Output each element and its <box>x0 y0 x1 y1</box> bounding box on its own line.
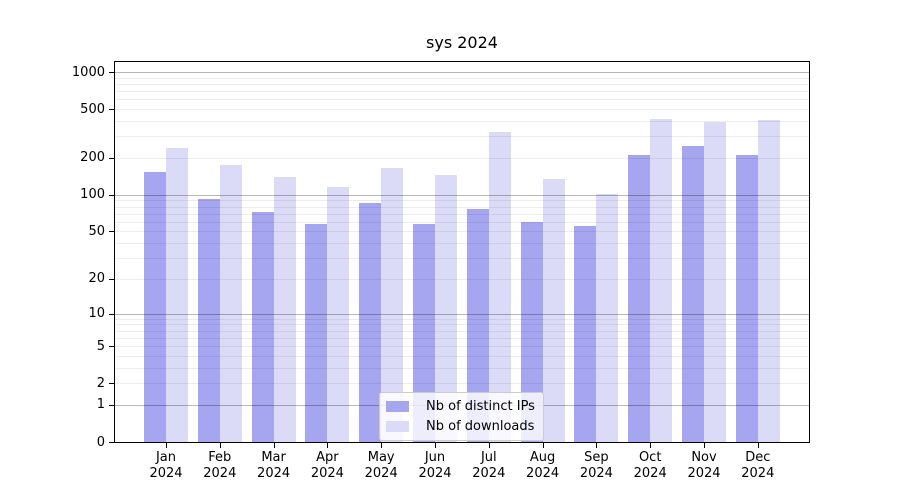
plot-area <box>114 61 810 443</box>
y-tick-mark <box>109 383 114 385</box>
x-tick-label: Nov 2024 <box>687 450 721 481</box>
x-tick-mark <box>488 443 490 448</box>
legend: Nb of distinct IPs Nb of downloads <box>379 392 544 441</box>
bar-may-ips <box>359 202 382 442</box>
x-tick-mark <box>219 443 221 448</box>
bar-may-downloads <box>381 167 404 442</box>
y-tick-mark <box>109 109 114 110</box>
bar-dec-downloads <box>757 120 780 442</box>
x-tick-label: Dec 2024 <box>741 450 775 481</box>
bar-jan-ips <box>144 171 166 442</box>
y-tick-label: 10 <box>88 306 105 322</box>
x-tick-label: May 2024 <box>364 450 398 481</box>
legend-label: Nb of distinct IPs <box>426 399 535 414</box>
legend-label: Nb of downloads <box>426 419 535 434</box>
y-tick-mark <box>109 72 114 73</box>
x-tick-label: Jan 2024 <box>149 450 183 481</box>
x-tick-label: Mar 2024 <box>257 450 291 481</box>
y-tick-mark <box>109 231 114 233</box>
bar-jul-downloads <box>488 132 511 442</box>
x-tick-mark <box>273 443 275 448</box>
x-tick-mark <box>650 443 652 448</box>
x-tick-mark <box>757 443 759 448</box>
y-tick-mark <box>109 404 114 406</box>
x-tick-label: Feb 2024 <box>203 450 237 481</box>
bar-jul-ips <box>466 209 489 442</box>
bar-sep-downloads <box>596 194 619 442</box>
bar-feb-downloads <box>219 164 242 442</box>
bar-apr-ips <box>305 223 328 442</box>
x-tick-mark <box>542 443 544 448</box>
bar-nov-ips <box>682 146 704 442</box>
bar-sep-ips <box>574 226 597 442</box>
x-tick-label: Jun 2024 <box>418 450 452 481</box>
x-tick-mark <box>435 443 436 448</box>
x-tick-label: Jul 2024 <box>472 450 506 481</box>
bars-layer <box>115 62 809 442</box>
bar-jun-ips <box>413 223 435 442</box>
chart-title: sys 2024 <box>426 33 498 52</box>
bar-oct-downloads <box>650 119 673 442</box>
y-tick-mark <box>109 157 114 159</box>
bar-mar-downloads <box>273 176 296 442</box>
bar-nov-downloads <box>704 121 726 442</box>
y-tick-label: 100 <box>80 187 105 203</box>
y-tick-label: 1000 <box>71 64 105 80</box>
x-tick-label: Aug 2024 <box>526 450 560 481</box>
legend-swatch-downloads <box>386 421 409 432</box>
bar-jun-downloads <box>435 175 457 442</box>
y-tick-label: 50 <box>88 223 105 239</box>
y-tick-mark <box>109 346 114 347</box>
legend-swatch-distinct-ips <box>386 401 409 412</box>
x-tick-mark <box>166 443 167 448</box>
bar-aug-ips <box>520 221 543 442</box>
x-tick-mark <box>596 443 598 448</box>
y-tick-label: 5 <box>96 338 105 354</box>
y-tick-mark <box>109 442 114 443</box>
y-tick-label: 0 <box>96 434 105 450</box>
x-tick-mark <box>381 443 383 448</box>
x-tick-mark <box>704 443 705 448</box>
y-tick-mark <box>109 194 114 196</box>
bar-apr-downloads <box>327 187 350 442</box>
bar-oct-ips <box>628 155 651 442</box>
legend-row: Nb of downloads <box>386 419 535 434</box>
bar-aug-downloads <box>542 179 565 442</box>
legend-row: Nb of distinct IPs <box>386 399 535 414</box>
y-tick-label: 20 <box>88 271 105 287</box>
bar-mar-ips <box>251 211 274 442</box>
bar-jan-downloads <box>166 148 188 442</box>
x-tick-label: Oct 2024 <box>633 450 667 481</box>
bar-dec-ips <box>735 154 758 442</box>
x-tick-label: Sep 2024 <box>579 450 613 481</box>
x-tick-label: Apr 2024 <box>310 450 344 481</box>
y-tick-label: 200 <box>80 150 105 166</box>
y-tick-mark <box>109 278 114 280</box>
y-tick-mark <box>109 313 114 315</box>
bar-feb-ips <box>197 199 220 442</box>
x-tick-mark <box>327 443 329 448</box>
y-tick-label: 2 <box>96 375 105 391</box>
y-tick-label: 500 <box>80 101 105 117</box>
y-tick-label: 1 <box>96 397 105 413</box>
